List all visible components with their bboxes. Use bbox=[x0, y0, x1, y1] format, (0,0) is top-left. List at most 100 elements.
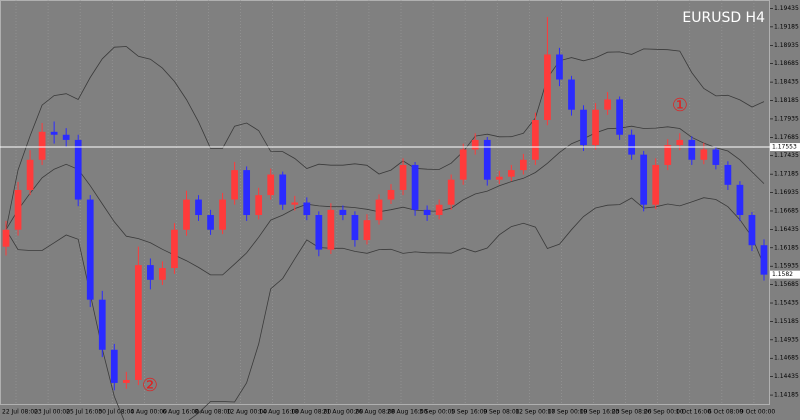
candle-body bbox=[62, 134, 70, 140]
candle-body bbox=[98, 299, 106, 350]
candle-body bbox=[351, 215, 359, 241]
candle-body bbox=[411, 164, 419, 210]
candle-body bbox=[507, 170, 515, 177]
candle-body bbox=[700, 149, 708, 160]
candle-body bbox=[580, 109, 587, 146]
candle-body bbox=[640, 154, 648, 205]
candle-body bbox=[375, 199, 383, 221]
candle-body bbox=[387, 189, 395, 200]
y-tick-label: 1.14185 bbox=[774, 392, 799, 399]
x-tick-label: 26 Aug 08:00 bbox=[355, 409, 396, 416]
candle-body bbox=[748, 215, 756, 246]
level-tag bbox=[770, 143, 800, 152]
candle-body bbox=[652, 164, 660, 205]
candle-body bbox=[207, 215, 214, 230]
candle-body bbox=[243, 170, 251, 216]
candle-body bbox=[568, 79, 575, 110]
candle-body bbox=[2, 229, 10, 247]
y-tick-label: 1.18435 bbox=[774, 79, 799, 86]
candle-body bbox=[519, 159, 527, 171]
annotation: ② bbox=[142, 375, 158, 396]
y-tick-label: 1.19185 bbox=[774, 23, 799, 30]
candle-body bbox=[399, 164, 407, 190]
candle-body bbox=[628, 134, 636, 155]
x-tick-label: 17 Sep 00:00 bbox=[547, 409, 587, 416]
candle-body bbox=[664, 145, 672, 165]
candle-body bbox=[50, 131, 58, 135]
candle-body bbox=[760, 245, 768, 275]
bollinger-band bbox=[5, 46, 765, 230]
y-tick-label: 1.15185 bbox=[774, 318, 799, 325]
candle-body bbox=[712, 149, 720, 165]
candle-body bbox=[315, 215, 323, 250]
y-tick-label: 1.18935 bbox=[774, 42, 799, 49]
x-tick-label: 19 Sep 16:00 bbox=[580, 409, 620, 416]
x-tick-label: 28 Aug 16:00 bbox=[387, 409, 428, 416]
x-tick-label: 23 Sep 08:00 bbox=[612, 409, 652, 416]
candle-body bbox=[14, 189, 22, 230]
candle-body bbox=[532, 120, 539, 160]
candle-body bbox=[134, 265, 142, 380]
y-tick-label: 1.16185 bbox=[774, 244, 799, 251]
y-tick-label: 1.19435 bbox=[774, 5, 799, 12]
y-tick-label: 1.18685 bbox=[774, 60, 799, 67]
candle-body bbox=[110, 349, 118, 383]
y-tick-label: 1.15935 bbox=[774, 263, 799, 270]
x-tick-label: 6 Aug 16:00 bbox=[162, 409, 199, 416]
candle-body bbox=[171, 229, 178, 269]
candle-body bbox=[122, 379, 130, 383]
y-tick-label: 1.14435 bbox=[774, 373, 799, 380]
price-tag bbox=[770, 270, 800, 279]
candle-body bbox=[423, 209, 431, 216]
x-tick-label: 18 Aug 08:00 bbox=[291, 409, 332, 416]
candle-body bbox=[26, 159, 34, 190]
y-tick-label: 1.17685 bbox=[774, 134, 799, 141]
candle-body bbox=[495, 176, 503, 180]
y-tick-label: 1.16685 bbox=[774, 207, 799, 214]
x-tick-label: 22 Jul 08:00 bbox=[2, 409, 38, 416]
candle-body bbox=[38, 131, 46, 160]
candle-body bbox=[86, 199, 94, 300]
candle-body bbox=[471, 139, 479, 150]
y-tick-label: 1.17435 bbox=[774, 152, 799, 159]
y-tick-label: 1.14935 bbox=[774, 336, 799, 343]
x-tick-label: 25 Jul 16:00 bbox=[66, 409, 102, 416]
candle-body bbox=[363, 220, 371, 241]
candle-body bbox=[616, 99, 623, 135]
x-tick-label: 30 Jul 08:00 bbox=[98, 409, 134, 416]
candle-body bbox=[147, 265, 154, 280]
y-tick-label: 1.15435 bbox=[774, 300, 799, 307]
level-tag-label: 1.17553 bbox=[772, 144, 797, 151]
x-tick-label: 9 Oct 00:00 bbox=[740, 409, 775, 416]
candle-body bbox=[556, 54, 563, 80]
x-tick-label: 9 Sep 08:00 bbox=[483, 409, 519, 416]
candle-body bbox=[279, 174, 287, 205]
y-tick-label: 1.15685 bbox=[774, 281, 799, 288]
x-tick-label: 3 Sep 00:00 bbox=[419, 409, 455, 416]
candle-body bbox=[231, 170, 238, 200]
annotation: ① bbox=[672, 95, 688, 116]
candle-body bbox=[724, 164, 732, 185]
candle-body bbox=[483, 139, 491, 180]
plot-frame bbox=[0, 0, 770, 405]
x-tick-label: 12 Sep 00:00 bbox=[515, 409, 555, 416]
candle-body bbox=[267, 174, 275, 196]
x-tick-label: 8 Aug 08:00 bbox=[195, 409, 232, 416]
y-tick-label: 1.17935 bbox=[774, 115, 799, 122]
y-tick-label: 1.16435 bbox=[774, 226, 799, 233]
candle-body bbox=[544, 54, 551, 121]
candle-body bbox=[219, 199, 226, 230]
candle-body bbox=[435, 204, 443, 216]
x-tick-label: 12 Aug 00:00 bbox=[227, 409, 268, 416]
candle-body bbox=[604, 99, 611, 110]
candle-body bbox=[303, 202, 311, 216]
x-tick-label: 5 Sep 16:00 bbox=[451, 409, 487, 416]
y-tick-label: 1.14685 bbox=[774, 355, 799, 362]
price-tag-label: 1.1582 bbox=[772, 271, 793, 278]
candle-body bbox=[592, 109, 599, 146]
bollinger-band bbox=[5, 197, 765, 420]
x-tick-label: 6 Oct 08:00 bbox=[708, 409, 743, 416]
bollinger-band bbox=[5, 125, 765, 276]
